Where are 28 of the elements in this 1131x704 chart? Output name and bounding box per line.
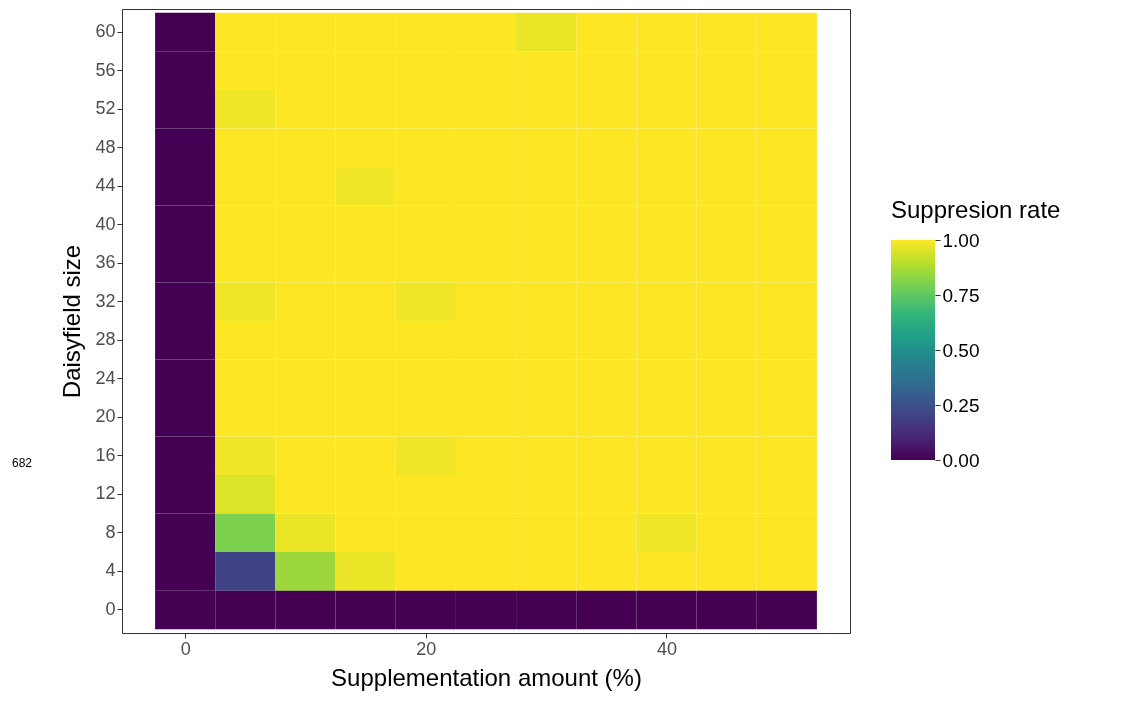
y-tick-label: 28	[95, 329, 116, 350]
y-tick-label: 20	[95, 406, 116, 427]
y-tick-label: 44	[95, 175, 116, 196]
y-tick-label: 12	[95, 483, 116, 504]
y-tick-label: 60	[95, 21, 116, 42]
y-tick-label: 4	[105, 560, 116, 581]
y-axis-title: Daisyfield size	[58, 244, 86, 399]
color-bar-label: 0.00	[942, 449, 980, 471]
y-tick-label: 48	[95, 136, 116, 157]
x-axis-title: Supplementation amount (%)	[331, 663, 642, 691]
x-tick-label: 0	[180, 638, 191, 659]
color-bar-label: 0.25	[942, 394, 980, 416]
y-tick-label: 0	[105, 598, 116, 619]
y-tick-label: 32	[95, 290, 116, 311]
x-tick-label: 20	[416, 638, 437, 659]
color-bar-title: Suppresion rate	[891, 196, 1061, 223]
text: 682	[12, 456, 33, 470]
y-tick-label: 56	[95, 59, 116, 80]
color-bar-label: 1.00	[942, 229, 980, 251]
x-tick-label: 40	[656, 638, 678, 659]
color-bar-label: 0.75	[942, 284, 980, 306]
y-tick-label: 8	[105, 521, 116, 542]
y-tick-label: 16	[95, 444, 116, 465]
y-tick-label: 40	[95, 213, 116, 234]
color-bar-label: 0.50	[942, 339, 980, 361]
y-tick-label: 52	[95, 98, 116, 119]
y-tick-label: 24	[95, 367, 116, 388]
y-tick-label: 36	[95, 252, 116, 273]
